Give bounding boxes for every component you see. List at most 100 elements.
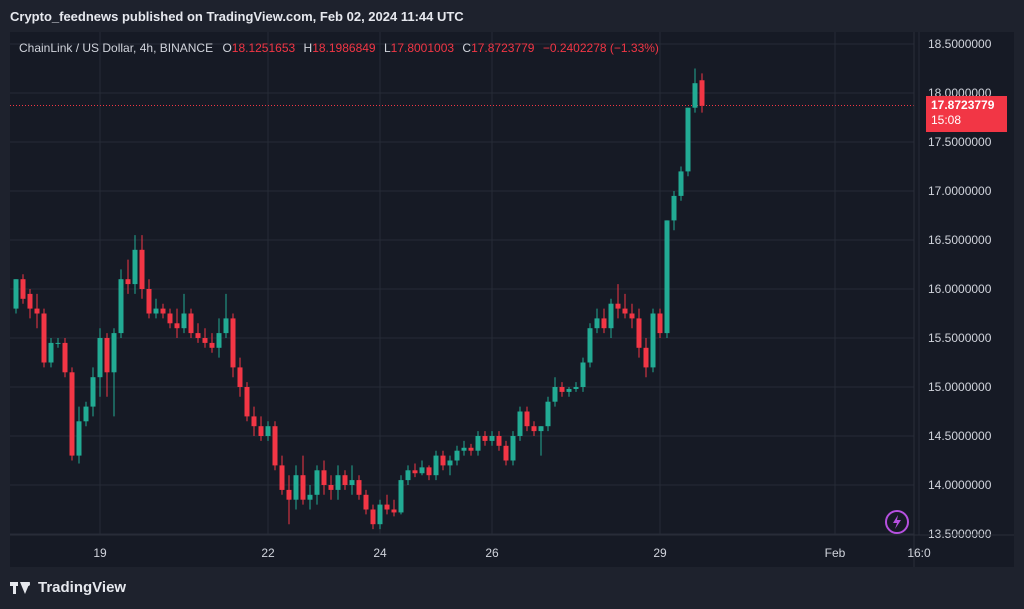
symbol-legend: ChainLink / US Dollar, 4h, BINANCE O18.1… [19,41,664,55]
footer-brand[interactable]: TradingView [10,579,126,596]
candle [111,328,117,417]
candle [510,431,516,466]
candle [370,504,376,530]
low-value: 17.8001003 [390,41,455,55]
candle [97,328,103,397]
candle [496,431,502,451]
time-axis: 19 22 24 26 29 Feb 16:0 [10,534,1014,560]
candle-body [671,195,677,221]
candle [587,323,593,368]
candle-body [426,467,432,476]
candle [384,494,390,515]
candle-body [545,401,551,427]
candle-body [153,308,159,314]
candle [181,293,187,334]
candle-body [223,318,229,334]
candle [188,308,194,338]
y-tick-label: 13.5000000 [928,527,992,541]
candle-body [69,372,75,456]
candle-body [209,342,215,348]
candle [286,475,292,525]
bar-countdown: 15:08 [931,113,962,127]
lightning-bolt-icon[interactable] [885,510,909,534]
candle-body [321,470,327,485]
open-label: O [222,41,232,55]
candle [258,416,264,441]
candle-body [678,171,684,196]
candle-body [629,313,635,319]
candle-body [496,436,502,446]
change-value: −0.2402278 (−1.33%) [542,41,659,55]
high-value: 18.1986849 [312,41,376,55]
candle [398,475,404,515]
candle [489,431,495,446]
candle [615,284,621,319]
candle-body [573,387,579,389]
candle-body [125,279,131,285]
candle-body [622,308,628,314]
candle [552,377,558,407]
symbol-name: ChainLink / US Dollar, 4h, BINANCE [19,41,214,55]
y-tick-label: 17.0000000 [928,184,992,198]
candle-body [314,470,320,495]
open-value: 18.1251653 [231,41,296,55]
candle [328,475,334,500]
candle-body [286,489,292,500]
candlestick-chart[interactable]: 18.500000018.000000017.500000017.0000000… [10,32,1014,567]
y-tick-label: 14.0000000 [928,478,992,492]
y-tick-label: 14.5000000 [928,429,992,443]
candle [153,298,159,319]
candle [307,485,313,510]
candle [83,401,89,427]
candle [664,220,670,338]
candle [629,303,635,329]
candle [531,421,537,436]
candle [594,308,600,334]
candle [293,465,299,510]
candle-body [524,411,530,427]
candle-body [265,426,271,436]
candle [69,367,75,461]
candle [405,465,411,485]
candle-body [188,313,194,334]
candle-body [664,220,670,334]
candle-body [230,318,236,368]
candle-body [433,455,439,476]
candle-body [566,388,572,392]
candle [13,279,19,314]
x-tick-label: 24 [373,546,387,560]
x-tick-label: Feb [825,546,846,560]
candle-body [272,426,278,466]
y-tick-label: 16.0000000 [928,282,992,296]
x-tick-label: 26 [485,546,499,560]
chart-panel[interactable]: 18.5000000 18.0000000 17.5000000 17.0000000… [10,32,1014,567]
candle-body [685,107,691,172]
candle-body [300,475,306,500]
candle-body [419,467,425,474]
candle-body [370,509,376,525]
candle [321,460,327,495]
candle [447,455,453,476]
candle [433,450,439,481]
candle [475,431,481,456]
candle [76,406,82,464]
candles [13,68,705,530]
y-tick-label: 15.0000000 [928,380,992,394]
footer-brand-text: TradingView [38,579,127,596]
candle [692,68,698,113]
candle-body [104,338,110,373]
candle [454,445,460,466]
candle-body [454,450,460,461]
candle [55,338,61,348]
candle-body [517,411,523,436]
grid-lines [10,32,920,535]
candle-body [111,333,117,373]
candle-body [636,318,642,348]
candle [279,455,285,495]
candle-body [363,494,369,510]
candle [538,426,544,456]
candle-body [475,436,481,451]
candle-body [174,323,180,329]
candle [209,333,215,353]
candle-body [27,293,33,309]
